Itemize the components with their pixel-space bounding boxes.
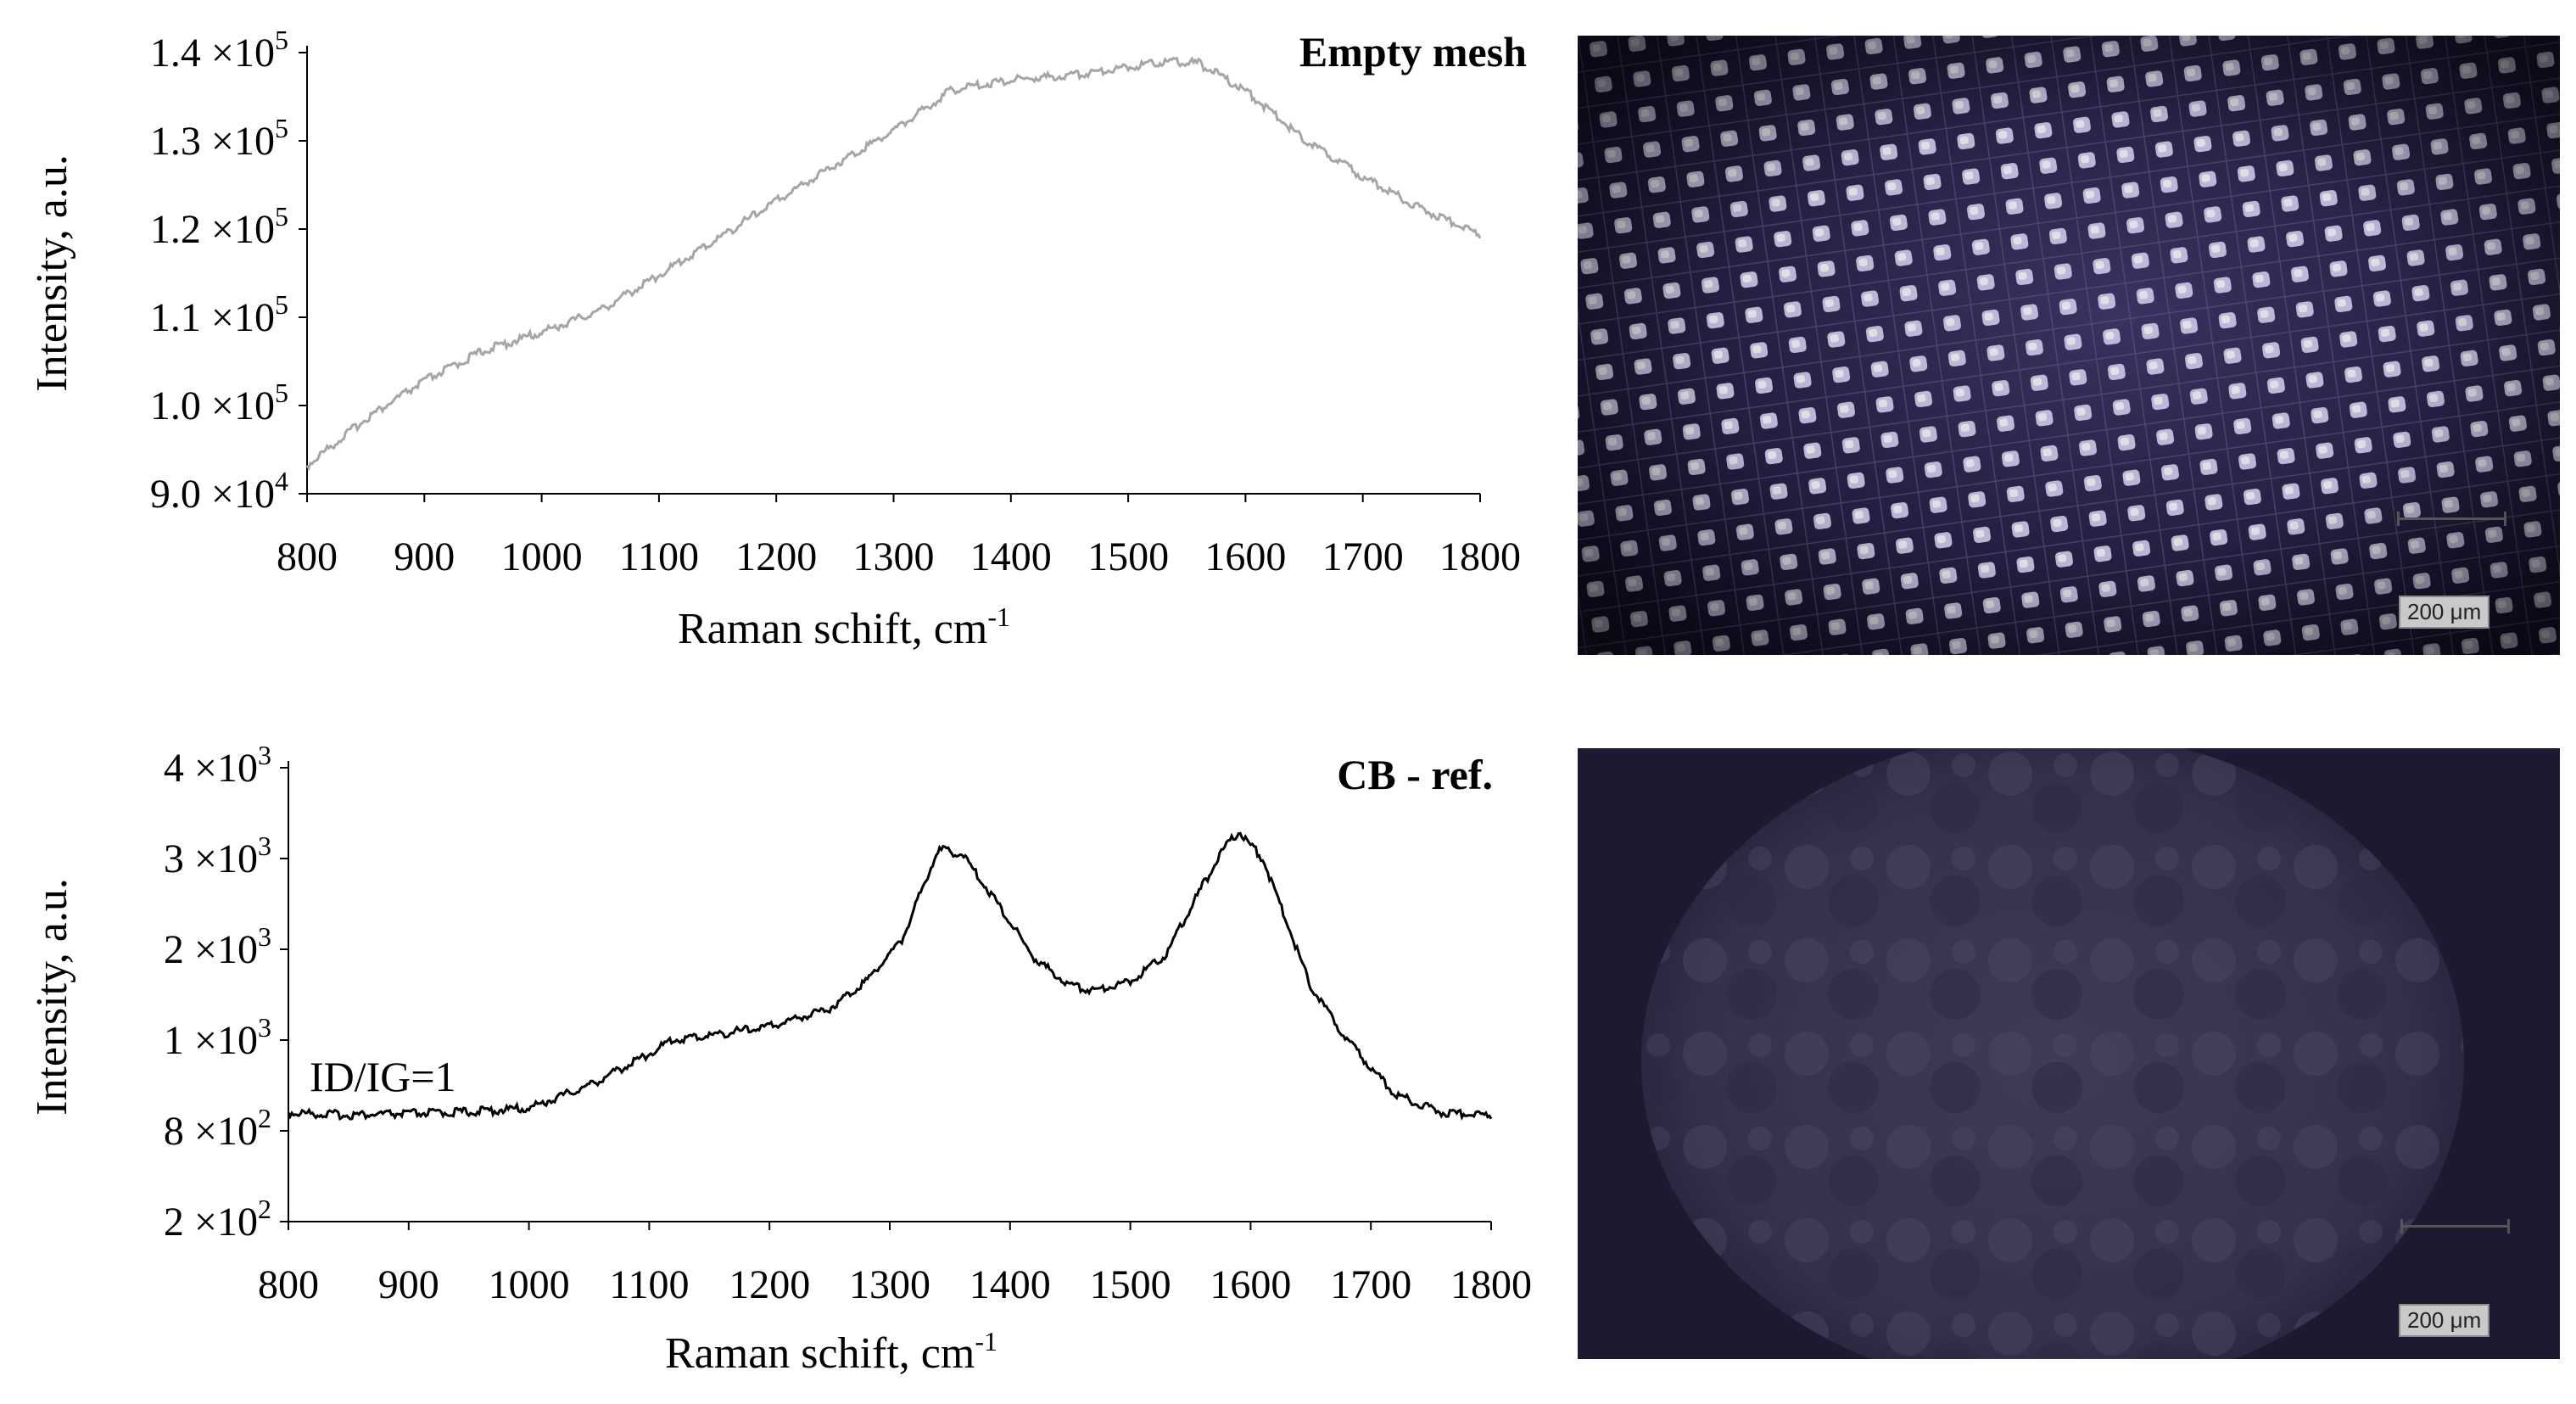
- y-tick-label: 1.1 ×105: [150, 289, 288, 340]
- x-tick-label: 1300: [849, 1262, 930, 1307]
- micrograph-cb-ref: 200 μm: [1578, 748, 2560, 1359]
- chart-empty-mesh: Empty mesh 800 900 1000 1100 1200 1300 1400 150…: [28, 25, 1527, 653]
- y-tick-label: 1.3 ×105: [150, 113, 288, 164]
- y-tick-label: 1.2 ×105: [150, 201, 288, 252]
- x-axis-title: Raman schift, cm-1: [665, 1326, 997, 1378]
- spectrum-line: [287, 831, 1493, 1122]
- x-tick-label: 1500: [1087, 534, 1169, 579]
- chart-title: Empty mesh: [1299, 28, 1527, 76]
- x-tick-label: 1600: [1204, 534, 1286, 579]
- x-tick-label: 1400: [970, 534, 1052, 579]
- y-tick-label: 2 ×102: [164, 1194, 271, 1245]
- x-tick-labels: 800 900 1000 1100 1200 1300 1400 1500 1600 1700 18…: [277, 494, 1521, 579]
- mesh-image: [1578, 36, 2560, 655]
- x-tick-label: 800: [277, 534, 338, 579]
- scale-bar: [2397, 512, 2506, 526]
- y-tick-labels: 9.0 ×104 1.0 ×105 1.1 ×105 1.2 ×105 1.3 ×105…: [150, 25, 307, 517]
- y-tick-label: 1.0 ×105: [150, 378, 288, 428]
- y-tick-label: 1.4 ×105: [150, 25, 288, 76]
- scale-label: 200 μm: [2399, 1304, 2490, 1337]
- x-tick-label: 1700: [1322, 534, 1404, 579]
- spectrum-line: [305, 56, 1482, 472]
- y-tick-labels: 2 ×102 8 ×102 1 ×103 2 ×103 3 ×103 4 ×103: [164, 740, 288, 1245]
- chart-title: CB - ref.: [1337, 751, 1493, 798]
- y-tick-label: 8 ×102: [164, 1103, 271, 1154]
- scale-label: 200 μm: [2399, 596, 2490, 629]
- x-tick-labels: 800 900 1000 1100 1200 1300 1400 1500 1600 1700 18…: [258, 1222, 1532, 1307]
- x-tick-label: 1100: [609, 1262, 689, 1307]
- cb-disc-image: [1578, 748, 2560, 1359]
- x-tick-label: 1000: [501, 534, 583, 579]
- y-tick-label: 4 ×103: [164, 740, 271, 791]
- x-tick-label: 1800: [1450, 1262, 1532, 1307]
- x-tick-label: 1500: [1090, 1262, 1171, 1307]
- micrograph-empty-mesh: 200 μm: [1578, 36, 2560, 655]
- x-tick-label: 1700: [1330, 1262, 1411, 1307]
- y-tick-label: 3 ×103: [164, 831, 271, 881]
- x-tick-label: 900: [378, 1262, 439, 1307]
- x-tick-label: 1300: [853, 534, 935, 579]
- charts-canvas: Empty mesh 800 900 1000 1100 1200 1300 1400 150…: [28, 25, 1532, 1378]
- chart-cb-ref: CB - ref. ID/IG=1 800 900 1000 1100 1200 1300…: [28, 740, 1532, 1378]
- y-tick-label: 1 ×103: [164, 1012, 271, 1063]
- x-tick-label: 1100: [619, 534, 699, 579]
- x-tick-label: 1200: [735, 534, 817, 579]
- y-tick-label: 9.0 ×104: [150, 466, 288, 517]
- x-tick-label: 1800: [1439, 534, 1521, 579]
- x-tick-label: 1200: [729, 1262, 810, 1307]
- scale-bar: [2400, 1219, 2510, 1233]
- x-tick-label: 900: [394, 534, 455, 579]
- x-tick-label: 1600: [1210, 1262, 1291, 1307]
- y-axis-title: Intensity, a.u.: [28, 878, 76, 1116]
- x-tick-label: 1000: [489, 1262, 570, 1307]
- id-ig-annotation: ID/IG=1: [310, 1053, 456, 1100]
- x-tick-label: 800: [258, 1262, 319, 1307]
- y-tick-label: 2 ×103: [164, 921, 271, 972]
- x-axis-title: Raman schift, cm-1: [678, 601, 1010, 653]
- y-axis-title: Intensity, a.u.: [28, 154, 76, 392]
- x-tick-label: 1400: [969, 1262, 1051, 1307]
